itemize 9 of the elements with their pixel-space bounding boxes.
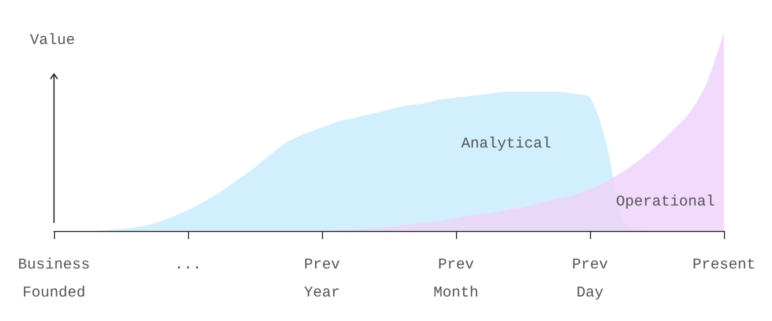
x-tick-label: Present [692,256,756,274]
x-tick-label: Prev Day [572,256,608,302]
x-tick-label: Prev Month [433,256,479,302]
series-label: Operational [616,194,715,210]
series-label: Analytical [461,136,552,153]
y-axis-title: Value [30,32,76,49]
x-tick-label: Prev Year [304,256,340,302]
x-tick-label: Business Founded [18,256,90,302]
x-tick-label: ... [174,256,202,274]
